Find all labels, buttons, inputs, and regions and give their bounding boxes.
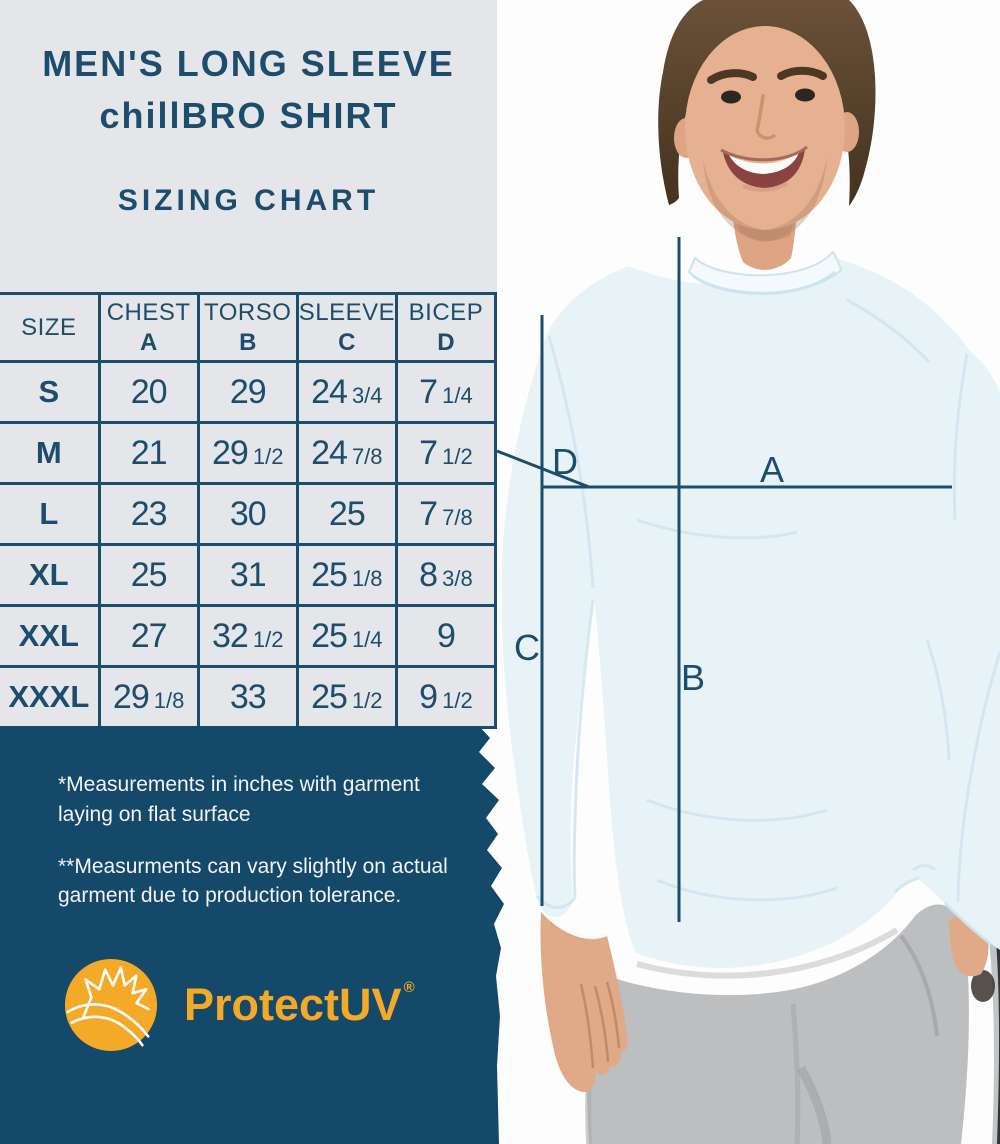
size-table: SIZE CHEST A TORSO B SLEEVE C BICEP D S 20 29 24 3/4… (0, 292, 498, 729)
value-cell: 29 1/2 (196, 421, 299, 485)
measurement-label-c: C (514, 627, 540, 668)
measurement-label-a: A (760, 449, 784, 490)
measurement-label-b: B (681, 657, 705, 698)
brand-name: ProtectUV ® (184, 979, 415, 1031)
value-cell: 7 1/2 (394, 421, 498, 485)
shirt-collar (687, 250, 843, 294)
value-cell: 33 (196, 665, 299, 729)
table-header-row: SIZE CHEST A TORSO B SLEEVE C BICEP D (0, 292, 498, 363)
eye-left (721, 90, 741, 104)
value-cell: 24 7/8 (295, 421, 398, 485)
table-row: XXL 27 32 1/2 25 1/4 9 (0, 604, 498, 668)
size-cell: L (0, 482, 101, 546)
value-cell: 23 (97, 482, 200, 546)
model-head (658, 0, 876, 242)
brand-name-text: ProtectUV (184, 979, 402, 1030)
size-cell: XXL (0, 604, 101, 668)
value-cell: 25 1/2 (295, 665, 398, 729)
size-table-block: SIZE CHEST A TORSO B SLEEVE C BICEP D S 20 29 24 3/4… (0, 292, 498, 729)
value-cell: 25 (97, 543, 200, 607)
nose (755, 94, 776, 140)
eye-right (795, 88, 815, 102)
table-row: S 20 29 24 3/4 7 1/4 (0, 360, 498, 424)
size-cell: S (0, 360, 101, 424)
value-cell: 9 (394, 604, 498, 668)
model-left-hand (540, 912, 628, 1093)
table-row: M 21 29 1/2 24 7/8 7 1/2 (0, 421, 498, 485)
background-shadow (989, 930, 1000, 1144)
product-title-line2: chillBRO SHIRT (99, 95, 398, 136)
smile (720, 145, 808, 192)
column-header: TORSO B (196, 292, 299, 363)
value-cell: 21 (97, 421, 200, 485)
size-cell: XL (0, 543, 101, 607)
value-cell: 7 7/8 (394, 482, 498, 546)
column-header: BICEP D (394, 292, 498, 363)
value-cell: 24 3/4 (295, 360, 398, 424)
product-title-line1: MEN'S LONG SLEEVE (42, 43, 455, 84)
pocket-shadow (971, 970, 995, 1002)
measurement-label-d: D (552, 441, 578, 482)
column-header: CHEST A (97, 292, 200, 363)
stubble-shadow (703, 158, 827, 242)
eyebrow-right (777, 66, 827, 80)
value-cell: 8 3/8 (394, 543, 498, 607)
notes-panel: *Measurements in inches with garment lay… (0, 726, 504, 1144)
column-header: SLEEVE C (295, 292, 398, 363)
measurement-labels: D A C B (514, 441, 784, 698)
value-cell: 7 1/4 (394, 360, 498, 424)
size-cell: XXXL (0, 665, 101, 729)
model-face (685, 26, 845, 230)
page-title: MEN'S LONG SLEEVE chillBRO SHIRT (0, 0, 497, 142)
header-panel: MEN'S LONG SLEEVE chillBRO SHIRT SIZING … (0, 0, 497, 292)
note-measurements: *Measurements in inches with garment lay… (58, 773, 420, 826)
value-cell: 29 1/8 (97, 665, 200, 729)
value-cell: 27 (97, 604, 200, 668)
value-cell: 9 1/2 (394, 665, 498, 729)
value-cell: 29 (196, 360, 299, 424)
value-cell: 25 1/4 (295, 604, 398, 668)
note-tolerance: **Measurments can vary slightly on actua… (58, 854, 448, 908)
value-cell: 32 1/2 (196, 604, 299, 668)
column-header: SIZE (0, 292, 101, 363)
measurement-line-d (497, 449, 590, 489)
table-row: L 23 30 25 7 7/8 (0, 482, 498, 546)
shirt-creases (535, 298, 1000, 946)
size-cell: M (0, 421, 101, 485)
model-photo: D A C B (497, 0, 1000, 1144)
value-cell: 30 (196, 482, 299, 546)
model-shirt (501, 250, 1000, 968)
value-cell: 31 (196, 543, 299, 607)
registered-mark: ® (403, 979, 415, 996)
measurement-lines (497, 237, 952, 922)
table-row: XL 25 31 25 1/8 8 3/8 (0, 543, 498, 607)
value-cell: 25 (295, 482, 398, 546)
value-cell: 20 (97, 360, 200, 424)
table-row: XXXL 29 1/8 33 25 1/2 9 1/2 (0, 665, 498, 729)
value-cell: 25 1/8 (295, 543, 398, 607)
sizing-chart-heading: SIZING CHART (117, 184, 380, 217)
brand-row: ProtectUV ® (62, 956, 415, 1054)
sun-logo-icon (64, 958, 158, 1052)
eyebrow-left (707, 69, 757, 84)
